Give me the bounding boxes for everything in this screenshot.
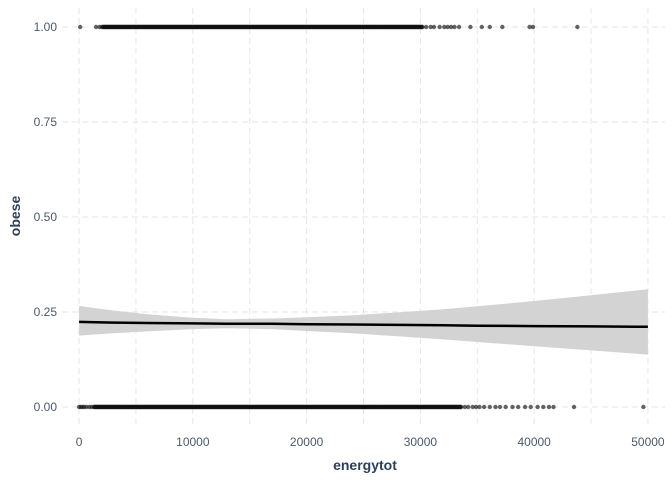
point-obese-0 bbox=[522, 404, 528, 410]
tick-labels-layer: 0 10000 20000 30000 40000 50000 0.00 0.25 0.50 0.… bbox=[34, 20, 665, 449]
point-obese-0 bbox=[551, 404, 556, 410]
point-obese-1 bbox=[500, 24, 505, 30]
point-obese-0 bbox=[535, 404, 540, 410]
point-obese-0 bbox=[466, 404, 471, 410]
x-tick-label: 10000 bbox=[176, 435, 210, 449]
point-obese-1 bbox=[575, 24, 580, 30]
point-obese-0 bbox=[546, 404, 552, 410]
point-obese-1 bbox=[442, 24, 447, 30]
y-tick-label: 0.50 bbox=[34, 210, 58, 224]
confidence-band bbox=[79, 289, 648, 355]
x-tick-label: 50000 bbox=[631, 435, 665, 449]
x-tick-label: 40000 bbox=[517, 435, 551, 449]
point-obese-1 bbox=[452, 24, 457, 30]
point-obese-1 bbox=[468, 24, 473, 30]
point-obese-1 bbox=[527, 24, 532, 30]
point-obese-0 bbox=[641, 404, 646, 410]
y-tick-label: 0.00 bbox=[34, 400, 58, 414]
point-obese-0 bbox=[516, 404, 521, 410]
point-obese-0 bbox=[470, 404, 475, 410]
y-tick-label: 1.00 bbox=[34, 20, 58, 34]
x-tick-label: 30000 bbox=[404, 435, 438, 449]
point-obese-1 bbox=[487, 24, 492, 30]
point-obese-1 bbox=[437, 24, 442, 30]
point-obese-0 bbox=[473, 404, 479, 410]
fit-line bbox=[79, 320, 648, 329]
fit-line-layer bbox=[79, 320, 648, 329]
x-tick-label: 0 bbox=[76, 435, 83, 449]
point-obese-1 bbox=[423, 24, 429, 30]
y-axis-title: obese bbox=[7, 196, 23, 237]
point-obese-1 bbox=[479, 24, 484, 30]
point-obese-1 bbox=[78, 24, 83, 30]
point-obese-1 bbox=[428, 24, 433, 30]
point-obese-0 bbox=[487, 404, 492, 410]
confidence-band-layer bbox=[79, 289, 648, 355]
point-obese-0 bbox=[541, 404, 546, 410]
y-tick-label: 0.75 bbox=[34, 115, 58, 129]
point-obese-1 bbox=[445, 24, 450, 30]
grid-lines bbox=[62, 8, 665, 426]
point-obese-0 bbox=[528, 404, 533, 410]
point-obese-0 bbox=[497, 404, 503, 410]
point-obese-0 bbox=[458, 404, 464, 410]
point-obese-1 bbox=[530, 24, 536, 30]
point-obese-0 bbox=[510, 404, 515, 410]
point-obese-1 bbox=[420, 24, 425, 30]
point-obese-1 bbox=[456, 24, 462, 30]
x-tick-label: 20000 bbox=[290, 435, 324, 449]
point-obese-0 bbox=[481, 404, 487, 410]
point-obese-1 bbox=[448, 24, 454, 30]
point-obese-0 bbox=[503, 404, 508, 410]
point-obese-0 bbox=[571, 404, 577, 410]
x-axis-title: energytot bbox=[333, 457, 397, 473]
point-obese-0 bbox=[477, 404, 482, 410]
point-obese-1 bbox=[93, 24, 99, 30]
y-tick-label: 0.25 bbox=[34, 305, 58, 319]
point-obese-0 bbox=[462, 404, 467, 410]
point-obese-0 bbox=[493, 404, 498, 410]
point-obese-1 bbox=[431, 24, 437, 30]
data-points-layer bbox=[76, 24, 646, 410]
